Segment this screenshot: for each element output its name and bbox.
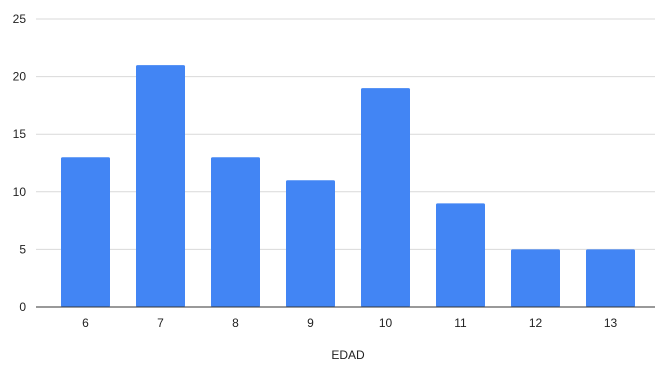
x-tick-label: 11 (454, 316, 467, 330)
x-tick-label: 13 (604, 316, 618, 330)
bar-7 (136, 65, 185, 307)
bar-8 (211, 157, 260, 307)
x-tick-label: 6 (82, 316, 89, 330)
y-tick-label: 5 (19, 242, 26, 256)
bar-6 (61, 157, 110, 307)
x-tick-label: 7 (157, 316, 164, 330)
bar-9 (286, 180, 335, 307)
x-axis-title: EDAD (331, 348, 365, 362)
y-axis-ticks: 0 5 10 15 20 25 (13, 12, 27, 314)
bar-11 (436, 203, 485, 307)
gridlines (36, 18, 655, 250)
y-tick-label: 20 (13, 70, 27, 84)
y-tick-label: 0 (19, 300, 26, 314)
bars (61, 65, 635, 308)
x-tick-label: 8 (232, 316, 239, 330)
bar-13 (586, 249, 635, 307)
y-tick-label: 25 (13, 12, 27, 26)
x-tick-label: 10 (379, 316, 393, 330)
bar-10 (361, 88, 410, 308)
x-tick-label: 12 (529, 316, 543, 330)
bar-12 (511, 249, 560, 307)
y-tick-label: 10 (13, 185, 27, 199)
x-axis-ticks: 6 7 8 9 10 11 12 13 (82, 316, 617, 330)
x-tick-label: 9 (307, 316, 314, 330)
y-tick-label: 15 (13, 127, 27, 141)
